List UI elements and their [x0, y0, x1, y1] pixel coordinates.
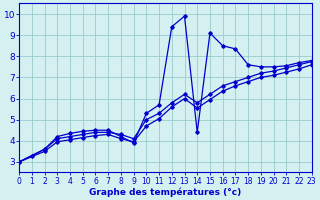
- X-axis label: Graphe des températures (°c): Graphe des températures (°c): [89, 187, 242, 197]
